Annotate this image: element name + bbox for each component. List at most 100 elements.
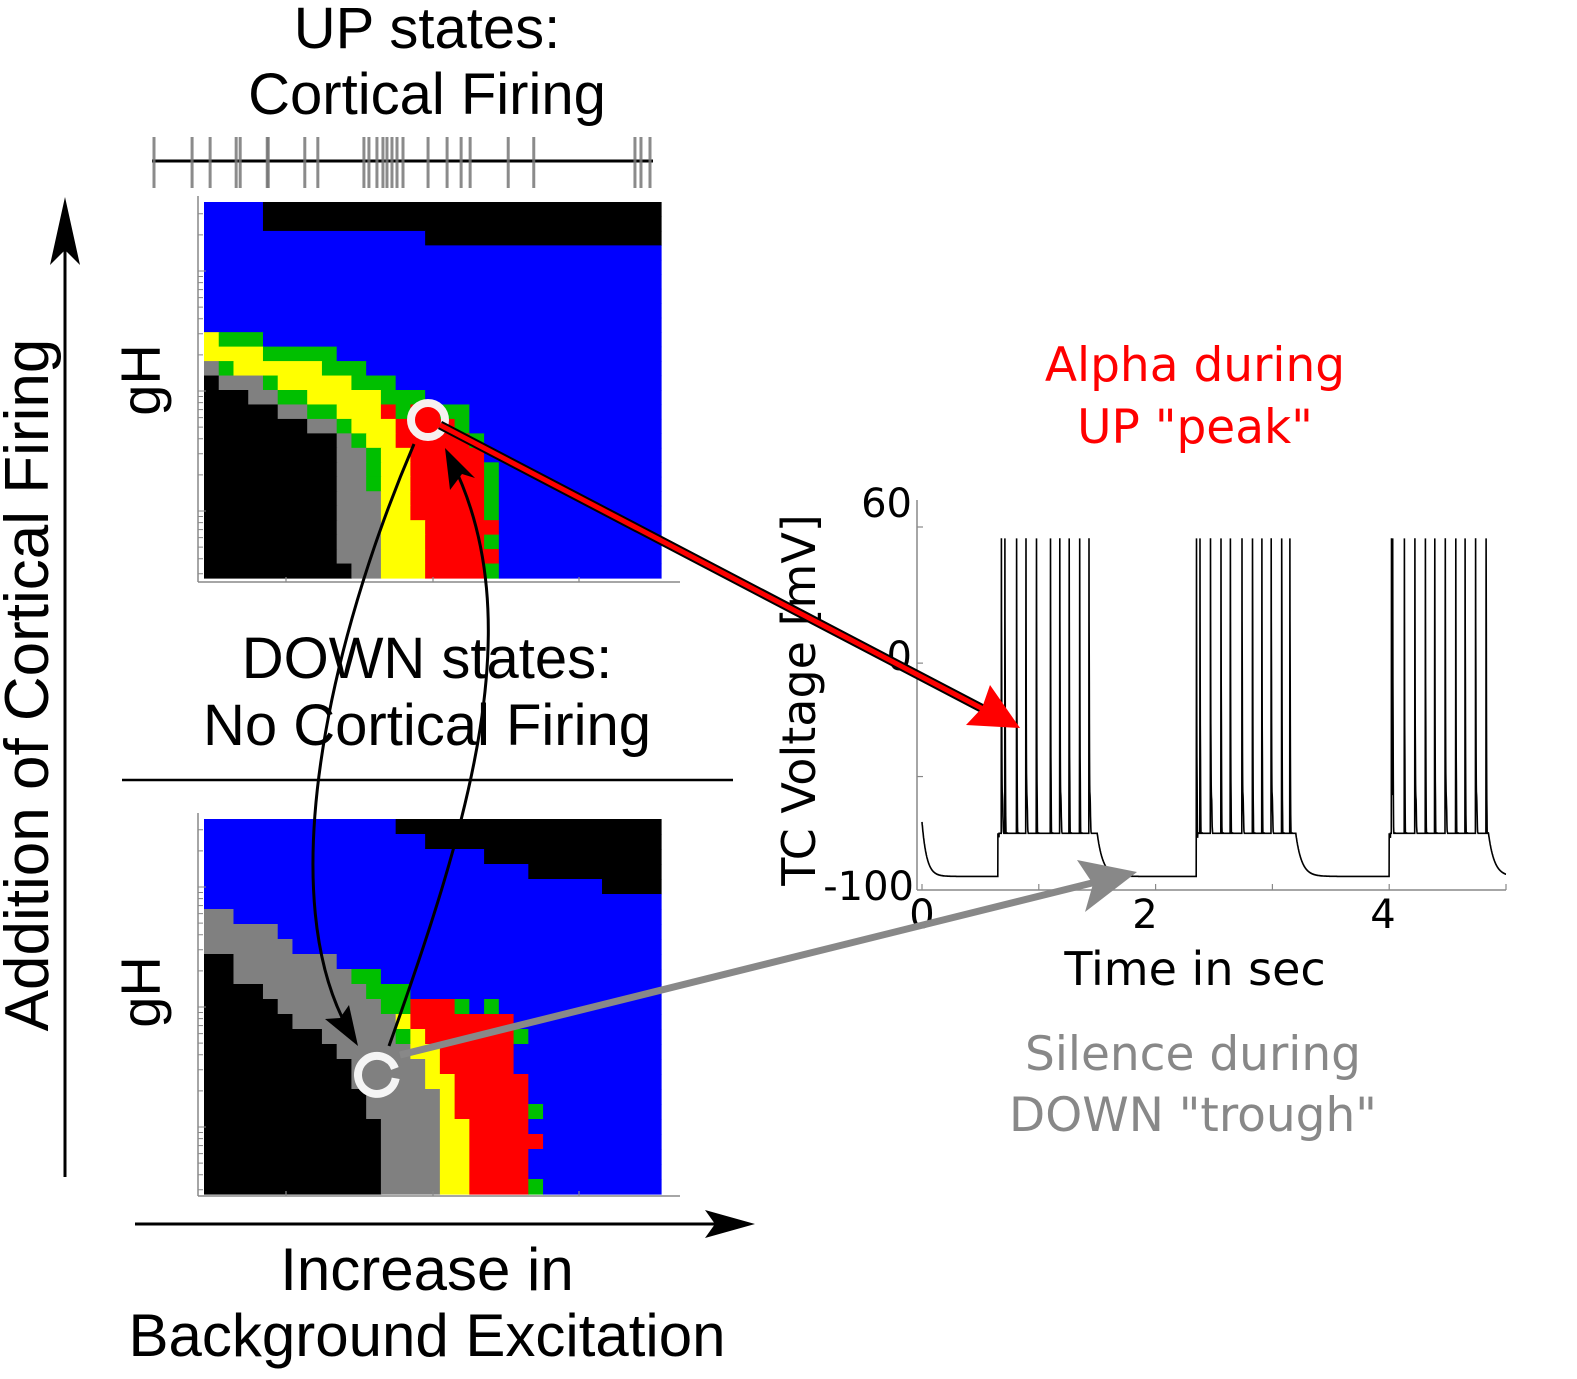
heatmap-cell — [204, 819, 397, 835]
heatmap-cell — [218, 361, 235, 377]
heatmap-cell — [204, 202, 264, 218]
heatmap-cell — [204, 491, 338, 507]
heatmap-cell — [366, 433, 397, 449]
up-peak-connector-arrow — [438, 422, 987, 713]
heatmap-cell — [204, 909, 235, 925]
heatmap-cell — [204, 563, 353, 579]
heatmap-cell — [484, 563, 500, 579]
heatmap-cell — [292, 939, 662, 955]
heatmap-cell — [469, 1134, 544, 1150]
heatmap-cell — [484, 447, 662, 463]
heatmap-cell — [410, 1029, 426, 1045]
heatmap-cell — [484, 999, 500, 1015]
heatmap-cell — [484, 433, 662, 449]
heatmap-cell — [204, 390, 249, 406]
heatmap-cell — [277, 390, 308, 406]
up-peak-marker — [407, 399, 449, 441]
xtick-label-2: 2 — [1132, 892, 1157, 938]
heatmap-cell — [439, 1119, 470, 1135]
heatmap-cell — [425, 549, 500, 565]
up-title-line2: Cortical Firing — [248, 62, 606, 127]
heatmap-cell — [204, 1104, 367, 1120]
heatmap-cell — [248, 390, 279, 406]
heatmap-cell — [277, 924, 662, 940]
heatmap-cell — [454, 1104, 529, 1120]
heatmap-cell — [262, 375, 279, 391]
heatmap-cell — [204, 230, 426, 246]
heatmap-cell — [498, 563, 662, 579]
heatmap-cell — [469, 1119, 529, 1135]
heatmap-cell — [543, 1134, 662, 1150]
heatmap-cell — [336, 549, 382, 565]
heatmap-cell — [439, 1104, 456, 1120]
heatmap-cell — [484, 534, 500, 550]
heatmap-cell — [204, 274, 662, 290]
heatmap-cell — [380, 520, 426, 536]
heatmap-cell — [380, 1119, 441, 1135]
heatmap-cell — [233, 969, 353, 985]
heatmap-cell — [425, 520, 500, 536]
heatmap-cell — [528, 1179, 544, 1195]
heatmap-cell — [262, 984, 367, 1000]
horizontal-axis-label-line1: Increase in — [280, 1236, 574, 1303]
heatmap-cell — [277, 999, 382, 1015]
up-heatmap-ylabel: gH — [109, 344, 172, 416]
heatmap-cell — [425, 230, 662, 246]
heatmap-cell — [380, 1149, 441, 1165]
heatmap-cell — [513, 1044, 662, 1060]
heatmap-cell — [204, 505, 338, 521]
heatmap-cell — [439, 1059, 515, 1075]
heatmap-cell — [204, 849, 485, 865]
horizontal-arrowhead — [705, 1210, 755, 1238]
heatmap-cell — [204, 939, 294, 955]
heatmap-cell — [454, 1074, 529, 1090]
down-trough-connector-arrow — [399, 877, 1101, 1059]
heatmap-cell — [218, 375, 264, 391]
up-peak-arrowhead — [966, 685, 1020, 728]
heatmap-cell — [204, 476, 338, 492]
heatmap-cell — [410, 984, 662, 1000]
heatmap-cell — [336, 954, 662, 970]
heatmap-cell — [380, 549, 426, 565]
heatmap-cell — [204, 433, 338, 449]
heatmap-cell — [336, 404, 382, 420]
heatmap-cell — [410, 476, 485, 492]
heatmap-cell — [336, 534, 382, 550]
heatmap-cell — [204, 216, 264, 232]
heatmap-cell — [204, 984, 264, 1000]
heatmap-cell — [469, 418, 662, 434]
heatmap-cell — [439, 1164, 470, 1180]
heatmap-cell — [204, 1164, 382, 1180]
heatmap-cell — [204, 1014, 294, 1030]
heatmap-cell — [262, 332, 662, 348]
heatmap-cell — [351, 375, 397, 391]
heatmap-cell — [336, 505, 382, 521]
heatmap-cell — [528, 1029, 662, 1045]
down-trough-marker — [354, 1051, 400, 1098]
heatmap-cell — [204, 1044, 338, 1060]
heatmap-cell — [366, 447, 382, 463]
heatmap-cell — [366, 984, 411, 1000]
heatmap-cell — [204, 549, 338, 565]
heatmap-cell — [498, 476, 662, 492]
heatmap-cell — [204, 1089, 367, 1105]
heatmap-cell — [204, 1149, 382, 1165]
heatmap-cell — [543, 1104, 662, 1120]
heatmap-cell — [380, 1164, 441, 1180]
heatmap-cell — [204, 1059, 353, 1075]
heatmap-cell — [204, 259, 662, 275]
vertical-axis-label: Addition of Cortical Firing — [0, 339, 62, 1032]
alpha-annotation-line2: UP "peak" — [1077, 400, 1313, 455]
heatmap-cell — [528, 1149, 662, 1165]
tc-voltage-series — [921, 538, 1507, 878]
down-title-line2: No Cortical Firing — [203, 693, 651, 758]
heatmap-cell — [233, 909, 662, 925]
heatmap-cell — [380, 969, 662, 985]
heatmap-cell — [528, 1164, 662, 1180]
heatmap-cell — [336, 476, 367, 492]
heatmap-cell — [439, 1089, 456, 1105]
heatmap-cell — [513, 1059, 662, 1075]
heatmap-cell — [425, 563, 485, 579]
